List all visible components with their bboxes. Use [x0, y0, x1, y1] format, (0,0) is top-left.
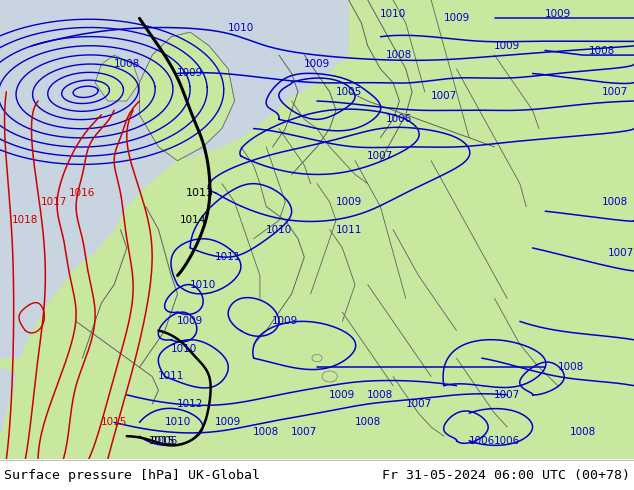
Text: 1005: 1005 — [335, 87, 362, 97]
Polygon shape — [0, 0, 178, 69]
Polygon shape — [0, 174, 222, 376]
Text: 1007: 1007 — [494, 390, 521, 400]
Text: 1017: 1017 — [41, 197, 67, 207]
Text: Surface pressure [hPa] UK-Global: Surface pressure [hPa] UK-Global — [4, 468, 260, 482]
Polygon shape — [0, 0, 349, 436]
Text: 1014: 1014 — [180, 216, 207, 225]
Text: 1007: 1007 — [430, 92, 457, 101]
Text: 1010: 1010 — [164, 417, 191, 427]
Text: 1009: 1009 — [329, 390, 356, 400]
Text: 1013: 1013 — [186, 188, 214, 198]
Text: 1007: 1007 — [367, 151, 394, 161]
Text: 1009: 1009 — [177, 69, 204, 78]
Text: 1009: 1009 — [545, 9, 571, 19]
Text: 1008: 1008 — [354, 417, 381, 427]
Text: Fr 31-05-2024 06:00 UTC (00+78): Fr 31-05-2024 06:00 UTC (00+78) — [382, 468, 630, 482]
Circle shape — [322, 371, 337, 382]
Text: 1018: 1018 — [12, 216, 39, 225]
Text: 1009: 1009 — [215, 417, 242, 427]
Text: 1010: 1010 — [190, 280, 216, 290]
Polygon shape — [139, 32, 235, 161]
Text: 1007: 1007 — [291, 427, 318, 437]
Text: 1007: 1007 — [608, 247, 634, 258]
Text: 1006: 1006 — [494, 436, 521, 446]
Text: 1008: 1008 — [557, 362, 584, 372]
Text: 1008: 1008 — [570, 427, 597, 437]
Text: 1009: 1009 — [494, 41, 521, 51]
Text: 1008: 1008 — [386, 50, 413, 60]
Text: 1009: 1009 — [443, 13, 470, 24]
Text: 1010: 1010 — [266, 224, 292, 235]
Text: 1007: 1007 — [405, 399, 432, 409]
Text: 1008: 1008 — [602, 197, 628, 207]
Circle shape — [312, 354, 322, 362]
Text: 1015: 1015 — [101, 417, 127, 427]
Text: 1016: 1016 — [69, 188, 96, 198]
Text: 1008: 1008 — [367, 390, 394, 400]
Text: 1010: 1010 — [380, 9, 406, 19]
Text: 1006: 1006 — [469, 436, 495, 446]
Text: 1006: 1006 — [386, 114, 413, 124]
Text: 1010: 1010 — [228, 23, 254, 32]
Text: 1011: 1011 — [335, 224, 362, 235]
Text: 1010: 1010 — [171, 344, 197, 354]
Text: 1007: 1007 — [602, 87, 628, 97]
Text: 1015: 1015 — [148, 436, 175, 446]
Text: 1011: 1011 — [158, 371, 184, 382]
Text: 1009: 1009 — [272, 317, 299, 326]
Text: 1008: 1008 — [113, 59, 140, 69]
Text: 1009: 1009 — [177, 317, 204, 326]
Text: 1009: 1009 — [335, 197, 362, 207]
Text: 1011: 1011 — [215, 252, 242, 262]
Polygon shape — [0, 0, 634, 459]
Polygon shape — [95, 55, 139, 101]
Text: 1009: 1009 — [304, 59, 330, 69]
Text: 1008: 1008 — [253, 427, 280, 437]
Text: 1008: 1008 — [589, 46, 616, 55]
Text: 1006: 1006 — [152, 436, 178, 446]
Polygon shape — [0, 331, 158, 459]
Text: 1012: 1012 — [177, 399, 204, 409]
